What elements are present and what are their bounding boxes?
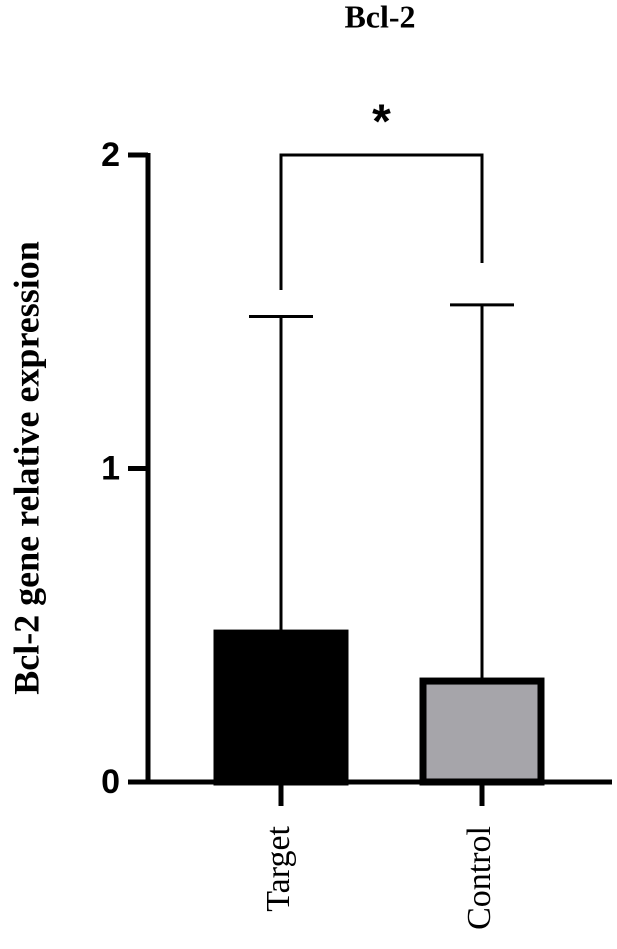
y-axis-label: Bcl-2 gene relative expression [6,241,46,695]
y-tick-label: 1 [101,449,120,487]
x-tick-label: Target [260,825,297,911]
bar [419,677,545,786]
x-tick-label: Control [461,826,498,930]
significance-bracket [279,153,484,290]
bar [213,629,349,786]
significance-label: * [372,96,391,149]
chart-title: Bcl-2 [344,0,415,34]
y-tick-label: 0 [101,763,120,801]
y-tick-label: 2 [101,136,120,174]
